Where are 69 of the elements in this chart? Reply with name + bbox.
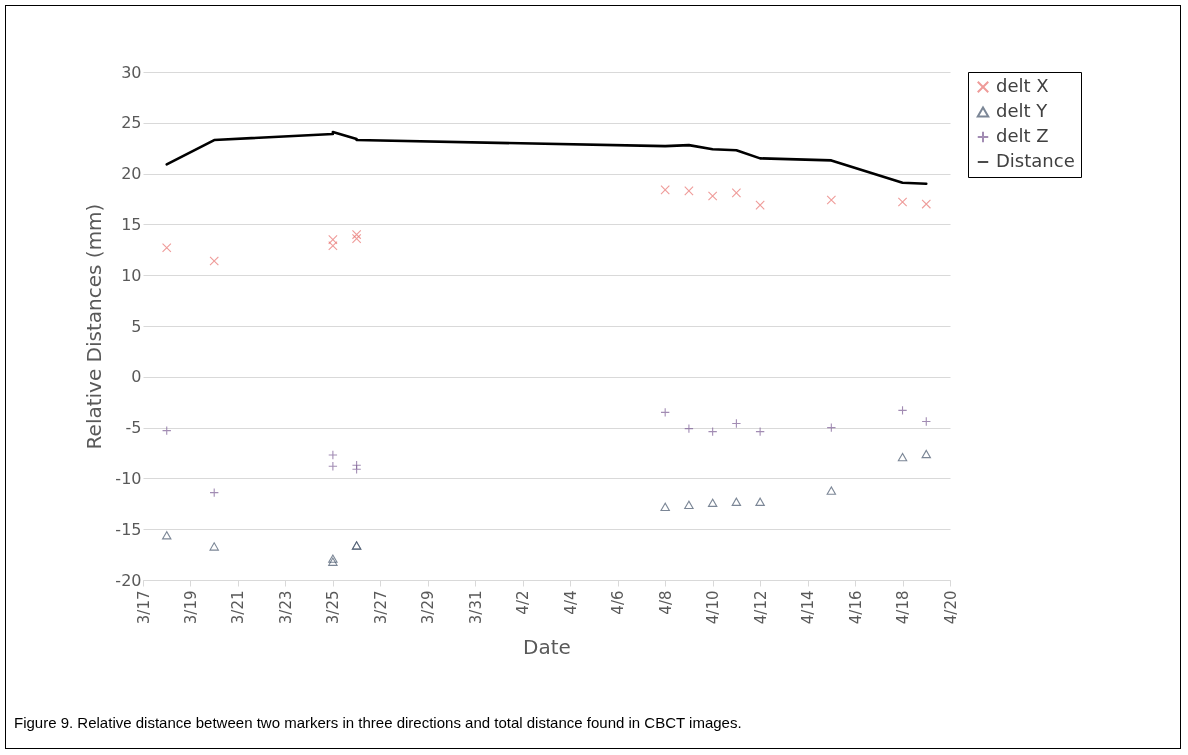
point [660, 502, 670, 512]
y-tick-label: -10 [115, 468, 142, 488]
point [897, 452, 908, 462]
x-tick-label: 3/27 [371, 590, 390, 625]
point [162, 243, 172, 253]
y-tick-label: 15 [121, 214, 142, 234]
y-tick-label: -20 [115, 570, 142, 590]
point [755, 426, 765, 437]
x-tick-label: 4/2 [514, 590, 533, 615]
y-tick-label: 25 [121, 113, 142, 133]
point [684, 423, 694, 434]
point [328, 461, 338, 471]
x-tick-label: 3/17 [134, 590, 153, 625]
x-tick-label: 4/8 [656, 590, 675, 615]
x-tick-label: 4/14 [799, 590, 818, 625]
point [328, 450, 338, 460]
point [209, 256, 219, 266]
point [162, 531, 172, 540]
point [209, 542, 219, 551]
point [921, 199, 931, 209]
line-series [165, 130, 928, 186]
y-tick-label: 5 [131, 316, 142, 336]
point [731, 188, 742, 198]
point [826, 422, 837, 433]
x-tick-label: 4/20 [941, 590, 960, 625]
x-tick-label: 3/29 [419, 590, 438, 625]
x-axis-title: Date [523, 635, 571, 660]
point [328, 557, 338, 566]
legend-label: delt X [996, 75, 1049, 96]
point [755, 497, 765, 506]
legend-label: delt Z [996, 125, 1049, 146]
x-tick-label: 4/12 [751, 590, 770, 625]
point [707, 426, 718, 437]
point [328, 554, 338, 563]
y-tick-label: 20 [121, 164, 142, 184]
x-tick-label: 3/21 [229, 590, 248, 625]
y-tick-label: -5 [125, 418, 142, 438]
y-tick-label: 30 [121, 62, 142, 82]
y-axis-title: Relative Distances (mm) [82, 203, 107, 450]
x-tick-label: 3/23 [276, 590, 295, 625]
x-tick-label: 4/10 [704, 590, 723, 625]
x-tick-label: 4/18 [894, 590, 913, 625]
point [826, 486, 837, 495]
legend-label: Distance [996, 150, 1075, 171]
x-tick-label: 3/25 [324, 590, 343, 625]
y-tick-label: 10 [121, 265, 142, 285]
point [351, 229, 362, 240]
x-tick-label: 4/6 [609, 590, 628, 615]
point [897, 197, 908, 207]
point [731, 497, 742, 506]
point [660, 185, 670, 195]
y-tick-label: 0 [131, 367, 142, 387]
point [684, 186, 694, 196]
legend-label: delt Y [996, 100, 1049, 121]
point [897, 405, 908, 416]
point [755, 200, 765, 210]
x-tick-label: 3/19 [181, 590, 200, 625]
x-tick-label: 4/16 [846, 590, 865, 625]
point [826, 195, 837, 205]
point [921, 449, 931, 459]
x-tick-label: 3/31 [466, 590, 485, 625]
point [707, 191, 718, 201]
point [684, 500, 694, 509]
x-tick-label: 4/4 [561, 590, 580, 615]
point [731, 418, 742, 429]
point [351, 233, 362, 244]
y-tick-label: -15 [115, 519, 142, 539]
caption: Figure 9. Relative distance between two markers in three directions and total distance found in CBCT images. [14, 714, 742, 731]
point [707, 498, 718, 507]
